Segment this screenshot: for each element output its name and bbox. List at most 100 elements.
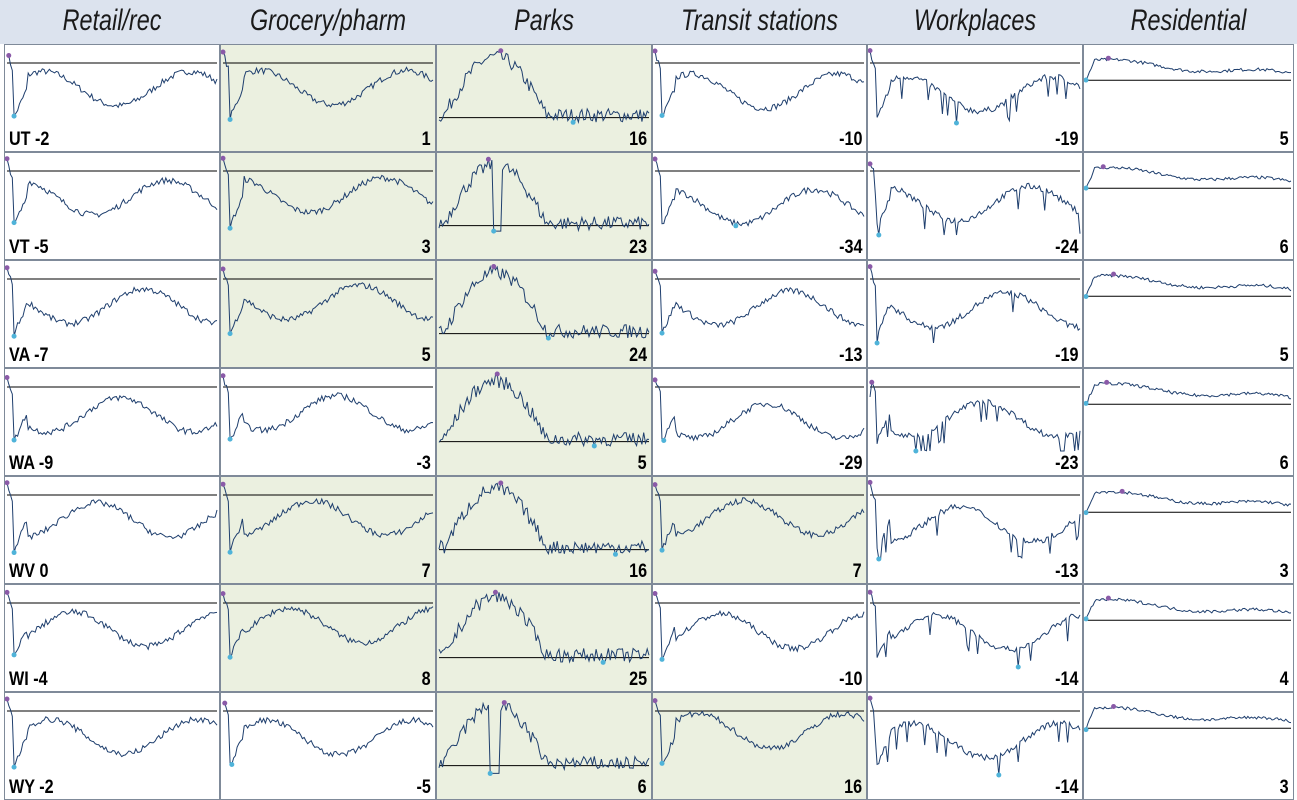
sparkline-series xyxy=(654,271,865,334)
min-marker xyxy=(227,654,233,660)
sparkline-cell-wi-residential: 4 xyxy=(1083,584,1294,692)
max-marker xyxy=(653,48,658,54)
max-marker xyxy=(491,264,497,270)
sparkline-svg xyxy=(438,371,650,449)
max-marker xyxy=(868,48,873,54)
min-marker xyxy=(953,120,959,126)
min-marker xyxy=(733,223,739,229)
change-value-label: 8 xyxy=(422,669,431,690)
sparkline-series xyxy=(869,380,1081,452)
min-marker xyxy=(227,549,233,555)
max-marker xyxy=(501,700,507,706)
sparkline-cell-va-retail-rec: VA -7 xyxy=(4,260,220,368)
max-marker xyxy=(868,161,873,167)
sparkline-svg xyxy=(653,268,865,336)
change-value-label: WY -2 xyxy=(9,778,54,798)
sparkline-svg xyxy=(1084,55,1292,83)
max-marker xyxy=(868,264,873,270)
sparkline-series xyxy=(654,379,865,442)
sparkline-cell-wa-parks: 5 xyxy=(436,368,652,476)
sparkline-series xyxy=(222,158,434,229)
sparkline-cell-va-residential: 5 xyxy=(1083,260,1294,368)
max-marker xyxy=(6,53,12,59)
sparkline-series xyxy=(1085,597,1292,620)
sparkline-cell-wv-residential: 3 xyxy=(1083,476,1294,584)
sparkline-svg xyxy=(438,700,650,776)
sparkline-svg xyxy=(221,591,434,660)
min-marker xyxy=(487,770,493,776)
min-marker xyxy=(11,764,17,770)
sparkline-svg xyxy=(5,696,218,770)
change-value-label: -19 xyxy=(1054,129,1078,150)
max-marker xyxy=(498,480,504,486)
sparkline-series xyxy=(869,592,1081,668)
sparkline-svg xyxy=(653,590,865,662)
min-marker xyxy=(659,330,665,336)
sparkline-cell-wy-retail-rec: WY -2 xyxy=(4,692,220,800)
max-marker xyxy=(868,695,873,701)
sparkline-cell-vt-retail-rec: VT -5 xyxy=(4,152,220,260)
change-value-label: 7 xyxy=(853,561,862,582)
sparkline-cell-wa-workplaces: -23 xyxy=(867,368,1083,476)
min-marker xyxy=(227,116,233,122)
sparkline-series xyxy=(6,592,218,657)
sparkline-cell-ut-transit-stations: -10 xyxy=(652,44,867,152)
change-value-label: -9 xyxy=(38,453,54,474)
sparkline-series xyxy=(222,702,434,766)
sparkline-svg xyxy=(653,156,865,229)
sparkline-cell-wi-workplaces: -14 xyxy=(867,584,1083,692)
change-value-label: 3 xyxy=(1280,777,1289,798)
max-marker xyxy=(222,700,228,706)
sparkline-series xyxy=(654,158,865,228)
sparkline-svg xyxy=(221,155,434,231)
sparkline-cell-wy-residential: 3 xyxy=(1083,692,1294,800)
sparkline-cell-wv-workplaces: -13 xyxy=(867,476,1083,584)
min-marker xyxy=(659,760,665,766)
change-value-label: 16 xyxy=(629,561,647,582)
change-value-label: 5 xyxy=(638,453,647,474)
sparkline-svg xyxy=(653,377,865,444)
sparkline-series xyxy=(869,50,1081,124)
sparkline-series xyxy=(438,49,650,124)
state-label: WA xyxy=(9,453,35,474)
change-value-label: -4 xyxy=(33,669,48,690)
min-marker xyxy=(612,551,618,557)
max-marker xyxy=(653,377,658,383)
sparkline-cell-wv-transit-stations: 7 xyxy=(652,476,867,584)
change-value-label: -14 xyxy=(1054,777,1078,798)
change-value-label: -2 xyxy=(39,777,54,798)
state-label: WV xyxy=(9,561,36,582)
sparkline-svg xyxy=(438,156,650,234)
change-value-label: WA -9 xyxy=(9,454,53,474)
sparkline-svg xyxy=(653,698,865,766)
sparkline-cell-va-workplaces: -19 xyxy=(867,260,1083,368)
change-value-label: 0 xyxy=(39,561,49,582)
change-value-label: VT -5 xyxy=(9,238,48,258)
max-marker xyxy=(1111,271,1117,277)
sparkline-cell-vt-parks: 23 xyxy=(436,152,652,260)
change-value-label: -10 xyxy=(838,669,862,690)
sparkline-cell-wi-retail-rec: WI -4 xyxy=(4,584,220,692)
min-marker xyxy=(600,659,606,665)
sparkline-series xyxy=(438,701,650,774)
change-value-label: 16 xyxy=(844,777,862,798)
min-marker xyxy=(876,232,882,238)
sparkline-cell-ut-retail-rec: UT -2 xyxy=(4,44,220,152)
max-marker xyxy=(221,155,226,161)
sparkline-cell-wy-workplaces: -14 xyxy=(867,692,1083,800)
sparkline-svg xyxy=(5,589,218,658)
change-value-label: -19 xyxy=(1054,345,1078,366)
sparkline-series xyxy=(6,158,218,224)
sparkline-svg xyxy=(5,374,218,443)
sparkline-svg xyxy=(438,480,650,557)
sparkline-svg xyxy=(221,49,434,122)
sparkline-series xyxy=(6,377,218,441)
max-marker xyxy=(221,373,226,379)
sparkline-svg xyxy=(1084,704,1292,733)
sparkline-cell-ut-workplaces: -19 xyxy=(867,44,1083,152)
min-marker xyxy=(227,436,233,442)
change-value-label: WV 0 xyxy=(9,562,48,582)
change-value-label: WI -4 xyxy=(9,670,48,690)
sparkline-cell-vt-grocery-pharm: 3 xyxy=(220,152,436,260)
sparkline-cell-wa-grocery-pharm: -3 xyxy=(220,368,436,476)
